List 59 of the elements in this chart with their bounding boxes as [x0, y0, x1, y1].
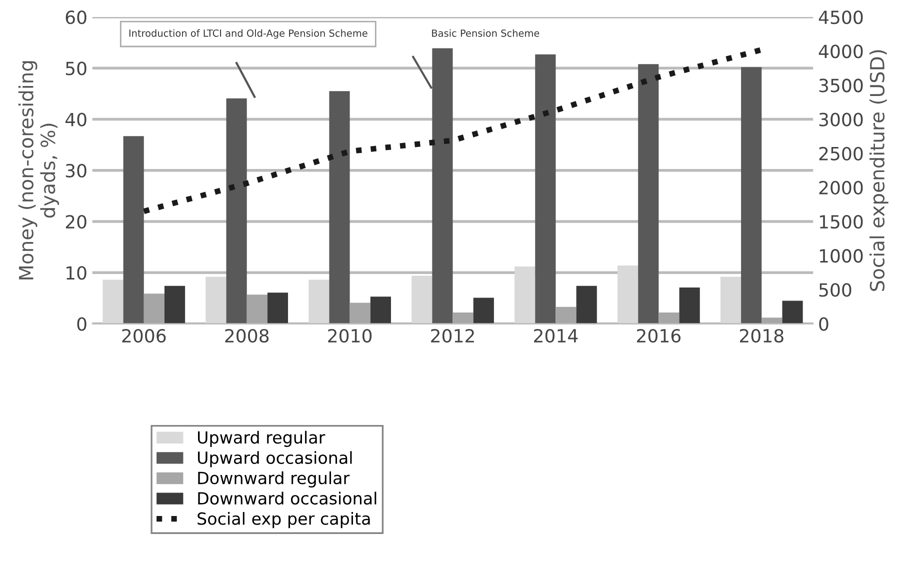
- bar: [370, 296, 391, 324]
- annotation: Basic Pension Scheme: [432, 29, 540, 37]
- bar: [782, 300, 803, 324]
- bar: [308, 280, 330, 324]
- y2-tick-label: 4000: [818, 44, 863, 58]
- bar: [514, 266, 536, 324]
- bar: [226, 98, 247, 324]
- x-tick-label: 2006: [122, 328, 166, 343]
- legend-label: Downward regular: [198, 471, 350, 488]
- bar: [102, 280, 124, 324]
- legend-label: Upward occasional: [198, 451, 352, 468]
- y2-tick-label: 3000: [819, 112, 863, 126]
- x-tick-label: 2016: [637, 328, 681, 343]
- bar: [123, 136, 144, 324]
- bar: [412, 276, 432, 324]
- annotation: Introduction of LTCI and Old-Age Pension Scheme: [129, 29, 368, 39]
- x-tick-label: 2012: [431, 328, 474, 343]
- bar: [267, 292, 288, 324]
- bar: [638, 64, 659, 324]
- bar: [617, 265, 638, 324]
- bar: [658, 312, 680, 324]
- x-tick-label: 2010: [328, 328, 372, 343]
- y2-tick-label: 2500: [819, 146, 863, 160]
- y-axis-title: Money (non-coresiding dyads, %): [18, 61, 60, 280]
- x-tick-label: 2018: [740, 328, 784, 343]
- bar: [206, 276, 226, 324]
- bar: [329, 91, 350, 324]
- y-tick-label: 50: [66, 62, 86, 76]
- bar: [741, 67, 762, 324]
- bar: [556, 306, 576, 324]
- y2-tick-label: 0: [819, 317, 828, 331]
- bar: [679, 287, 700, 324]
- y-tick-label: 20: [66, 214, 86, 229]
- bar: [720, 276, 742, 324]
- y2-tick-label: 1000: [820, 249, 863, 263]
- y2-tick-label: 2000: [819, 180, 863, 195]
- legend-label: Downward occasional: [198, 492, 376, 505]
- y2-tick-label: 3500: [819, 78, 863, 92]
- legend-label: Upward regular: [198, 430, 326, 447]
- y2-axis-title: Social expenditure (USD): [869, 50, 888, 291]
- y-tick-label: 40: [65, 112, 86, 126]
- bar: [473, 298, 494, 324]
- bar: [144, 294, 164, 324]
- legend-label: Social exp per capita: [198, 512, 370, 528]
- bar: [164, 286, 186, 324]
- y-tick-label: 30: [66, 164, 86, 178]
- bar: [246, 294, 268, 324]
- y2-tick-label: 500: [819, 283, 852, 297]
- y2-tick-label: 1500: [820, 214, 863, 229]
- bar: [576, 286, 597, 324]
- y-tick-label: 0: [77, 317, 86, 331]
- y2-tick-label: 4500: [818, 10, 863, 24]
- bar: [350, 302, 370, 324]
- bar: [452, 312, 474, 324]
- x-tick-label: 2014: [534, 328, 578, 343]
- x-tick-label: 2008: [225, 328, 269, 343]
- bar: [535, 54, 556, 324]
- y-tick-label: 60: [66, 10, 86, 24]
- y-tick-label: 10: [66, 266, 86, 280]
